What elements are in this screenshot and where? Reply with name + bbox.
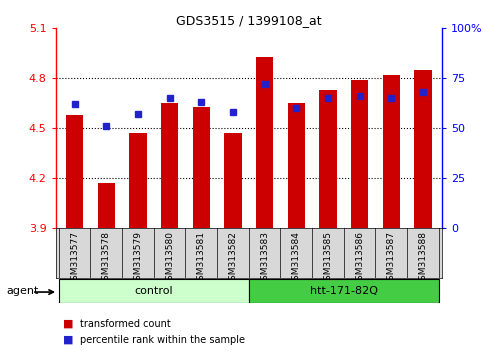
Text: htt-171-82Q: htt-171-82Q xyxy=(310,286,378,296)
Text: GSM313577: GSM313577 xyxy=(70,231,79,286)
Text: control: control xyxy=(134,286,173,296)
Bar xyxy=(59,279,249,303)
Bar xyxy=(161,103,178,228)
Text: GSM313583: GSM313583 xyxy=(260,231,269,286)
Text: GSM313581: GSM313581 xyxy=(197,231,206,286)
Bar xyxy=(98,183,115,228)
Text: GSM313585: GSM313585 xyxy=(324,231,332,286)
Text: percentile rank within the sample: percentile rank within the sample xyxy=(80,335,245,345)
Bar xyxy=(414,70,432,228)
Text: GSM313578: GSM313578 xyxy=(102,231,111,286)
Bar xyxy=(383,75,400,228)
Bar xyxy=(351,80,369,228)
Bar xyxy=(224,133,242,228)
Text: GSM313580: GSM313580 xyxy=(165,231,174,286)
Bar xyxy=(193,107,210,228)
Title: GDS3515 / 1399108_at: GDS3515 / 1399108_at xyxy=(176,14,322,27)
Text: GSM313582: GSM313582 xyxy=(228,231,238,286)
Text: agent: agent xyxy=(6,286,39,296)
Bar xyxy=(249,279,439,303)
Text: transformed count: transformed count xyxy=(80,319,170,329)
Bar xyxy=(319,90,337,228)
Text: GSM313587: GSM313587 xyxy=(387,231,396,286)
Bar xyxy=(66,115,83,228)
Bar xyxy=(129,133,147,228)
Text: ■: ■ xyxy=(63,319,73,329)
Text: GSM313579: GSM313579 xyxy=(133,231,142,286)
Text: GSM313584: GSM313584 xyxy=(292,231,301,286)
Bar xyxy=(256,57,273,228)
Bar xyxy=(287,103,305,228)
Text: GSM313588: GSM313588 xyxy=(418,231,427,286)
Text: GSM313586: GSM313586 xyxy=(355,231,364,286)
Text: ■: ■ xyxy=(63,335,73,345)
